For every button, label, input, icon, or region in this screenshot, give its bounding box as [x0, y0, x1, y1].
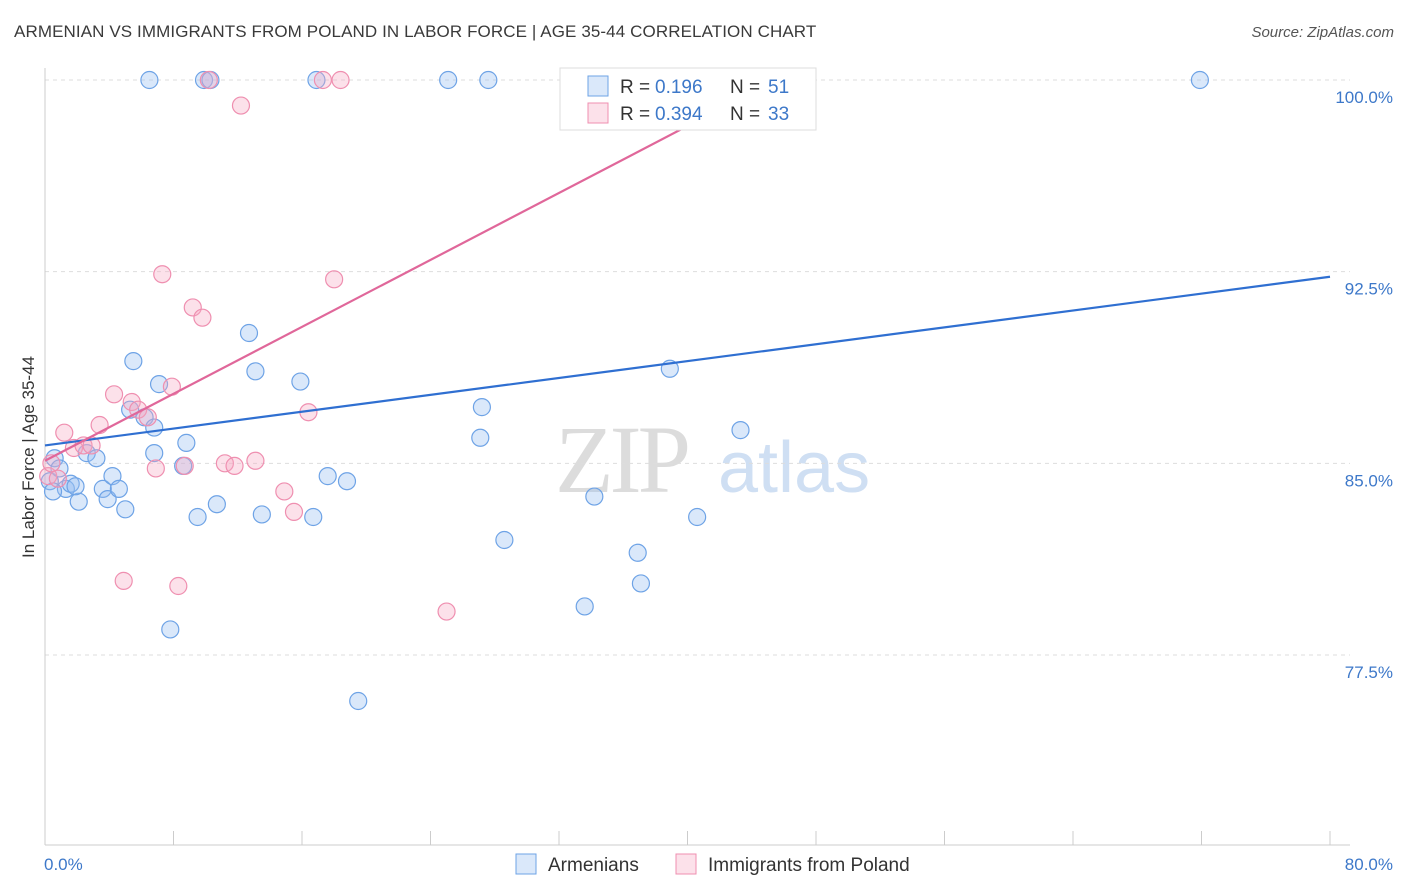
legend-n-armenians: 51 [768, 77, 789, 98]
data-point [193, 308, 212, 327]
data-point [124, 352, 143, 371]
bottom-swatch-armenians [515, 853, 537, 875]
bottom-legend: Armenians Immigrants from Poland [515, 853, 910, 876]
data-point [337, 472, 357, 491]
data-point [177, 433, 196, 452]
watermark-zip: ZIP [555, 406, 688, 513]
legend-box [559, 67, 817, 131]
bottom-swatch-poland [675, 853, 697, 875]
data-point [284, 502, 304, 521]
data-point [688, 507, 707, 527]
data-point [48, 469, 67, 488]
data-point [304, 507, 323, 527]
legend-n-label: N = [730, 104, 760, 125]
data-point [145, 444, 164, 463]
data-point [69, 492, 88, 511]
data-point [114, 571, 133, 590]
data-point [275, 482, 294, 501]
data-point [479, 70, 498, 90]
y-axis-label: In Labor Force | Age 35-44 [19, 356, 38, 558]
data-point [55, 423, 74, 442]
grid [45, 79, 1350, 656]
data-point [731, 421, 750, 440]
data-point [169, 576, 188, 596]
data-point [93, 479, 112, 498]
y-tick-label: 100.0% [1335, 88, 1393, 107]
data-point [628, 543, 647, 562]
series-armenians [40, 70, 1209, 711]
legend-r-armenians: 0.196 [655, 77, 703, 98]
data-point [109, 479, 128, 498]
data-point [325, 270, 344, 289]
data-point [349, 691, 368, 711]
data-point [472, 398, 491, 417]
x-tick-label: 0.0% [44, 855, 83, 874]
data-point [231, 96, 251, 115]
legend-swatch-armenians [587, 75, 609, 97]
trend-line [44, 275, 1331, 447]
x-tick-label: 80.0% [1345, 855, 1393, 874]
tick-labels: 77.5% 85.0% 92.5% 100.0% 0.0% 80.0% [44, 88, 1393, 874]
data-point [207, 495, 226, 514]
data-point [313, 70, 332, 90]
y-tick-label: 77.5% [1345, 663, 1393, 682]
watermark: ZIP atlas [555, 406, 870, 513]
legend-n-label: N = [730, 77, 760, 98]
legend-r-label: R = [620, 77, 650, 98]
data-point [138, 408, 157, 427]
legend-n-poland: 33 [768, 104, 789, 125]
data-point [104, 385, 124, 404]
data-point [98, 490, 117, 509]
legend-r-label: R = [620, 104, 650, 125]
legend-r-poland: 0.394 [655, 104, 703, 125]
watermark-atlas: atlas [718, 428, 870, 508]
data-point [140, 70, 159, 90]
bottom-legend-poland: Immigrants from Poland [708, 855, 910, 876]
data-point [439, 70, 458, 90]
data-point [116, 500, 135, 519]
legend: R = 0.196 N = 51 R = 0.394 N = 33 [559, 67, 817, 131]
data-point [225, 456, 244, 475]
data-point [194, 70, 214, 90]
data-point [246, 362, 265, 381]
data-point [631, 574, 651, 593]
data-point [199, 70, 218, 90]
data-point [188, 507, 207, 527]
data-point [66, 477, 85, 496]
data-point [239, 323, 259, 343]
data-point [90, 415, 109, 435]
data-point [495, 530, 514, 550]
chart-title: ARMENIAN VS IMMIGRANTS FROM POLAND IN LA… [14, 22, 817, 41]
data-point [585, 487, 604, 506]
chart-source: Source: ZipAtlas.com [1251, 24, 1394, 41]
y-tick-label: 92.5% [1345, 280, 1393, 299]
data-point [175, 456, 194, 475]
data-point [307, 70, 326, 90]
data-point [1190, 70, 1209, 90]
trend-line [44, 125, 689, 462]
data-point [291, 372, 310, 391]
data-point [331, 70, 350, 90]
data-point [252, 505, 271, 524]
data-point [146, 459, 165, 478]
bottom-legend-armenians: Armenians [548, 855, 639, 876]
data-point [471, 428, 490, 447]
data-point [318, 467, 337, 486]
trend-lines [44, 125, 1331, 462]
data-point [161, 620, 180, 639]
legend-swatch-poland [587, 102, 609, 124]
axes [44, 68, 1350, 846]
data-point [575, 597, 594, 616]
data-point [153, 265, 172, 284]
data-point [246, 451, 265, 470]
data-point [437, 602, 456, 621]
y-tick-label: 85.0% [1345, 471, 1393, 490]
